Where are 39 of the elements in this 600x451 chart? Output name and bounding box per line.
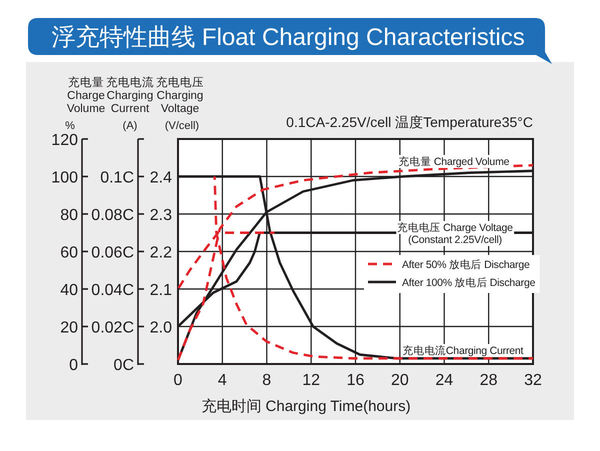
y-tick-label: 0 — [69, 357, 78, 374]
x-tick-label: 20 — [390, 372, 409, 389]
y2-tick-label: 0C — [114, 357, 134, 374]
y3-tick-label: 2.4 — [150, 170, 172, 186]
y2-tick-label: 0.02C — [91, 320, 134, 336]
y-tick-label: 120 — [51, 132, 78, 149]
y3-tick-label: 2.2 — [150, 244, 172, 262]
y3-tick-label: 2.0 — [150, 320, 172, 336]
y-axis-title: 充电量 Charge Volume % — [65, 75, 106, 132]
annotation: 充电电流Charging Current — [402, 344, 524, 357]
y2-tick-label: 0.1C — [100, 170, 134, 186]
annotation: (Constant 2.25V/cell) — [408, 234, 502, 246]
x-axis-title: 充电时间 Charging Time(hours) — [201, 398, 411, 415]
x-tick-label: 16 — [346, 372, 364, 389]
y3-tick-label: 2.3 — [150, 207, 172, 224]
y3-axis-title: 充电电压 Charging Voltage (V/cell) — [156, 75, 204, 132]
annotation: 充电电压 Charge Voltage — [397, 221, 514, 234]
y-tick-label: 20 — [60, 320, 78, 336]
y3-tick-label: 2.1 — [150, 282, 172, 299]
y2-axis-title: 充电电流 Charging Current (A) — [106, 75, 154, 132]
x-tick-label: 0 — [174, 372, 183, 389]
annotation: 充电量 Charged Volume — [398, 155, 510, 168]
chart-title: 浮充特性曲线 Float Charging Characteristics — [51, 24, 525, 51]
legend-label: After 100% 放电后 Discharge — [402, 276, 536, 289]
y2-tick-label: 0.06C — [91, 244, 134, 262]
x-tick-label: 4 — [218, 372, 227, 389]
y2-tick-label: 0.04C — [91, 282, 134, 299]
x-tick-label: 8 — [262, 372, 272, 389]
y-tick-label: 80 — [60, 207, 78, 224]
y-tick-label: 100 — [51, 170, 78, 186]
x-tick-label: 32 — [524, 372, 542, 389]
x-tick-label: 12 — [302, 372, 320, 389]
y-tick-label: 40 — [60, 282, 78, 299]
y2-tick-label: 0.08C — [91, 207, 134, 224]
x-tick-label: 28 — [480, 372, 498, 389]
y-tick-label: 60 — [60, 244, 78, 262]
legend-label: After 50% 放电后 Discharge — [402, 258, 530, 271]
x-tick-label: 24 — [435, 372, 454, 389]
chart-subtitle: 0.1CA-2.25V/cell 温度Temperature35°C — [286, 114, 533, 130]
